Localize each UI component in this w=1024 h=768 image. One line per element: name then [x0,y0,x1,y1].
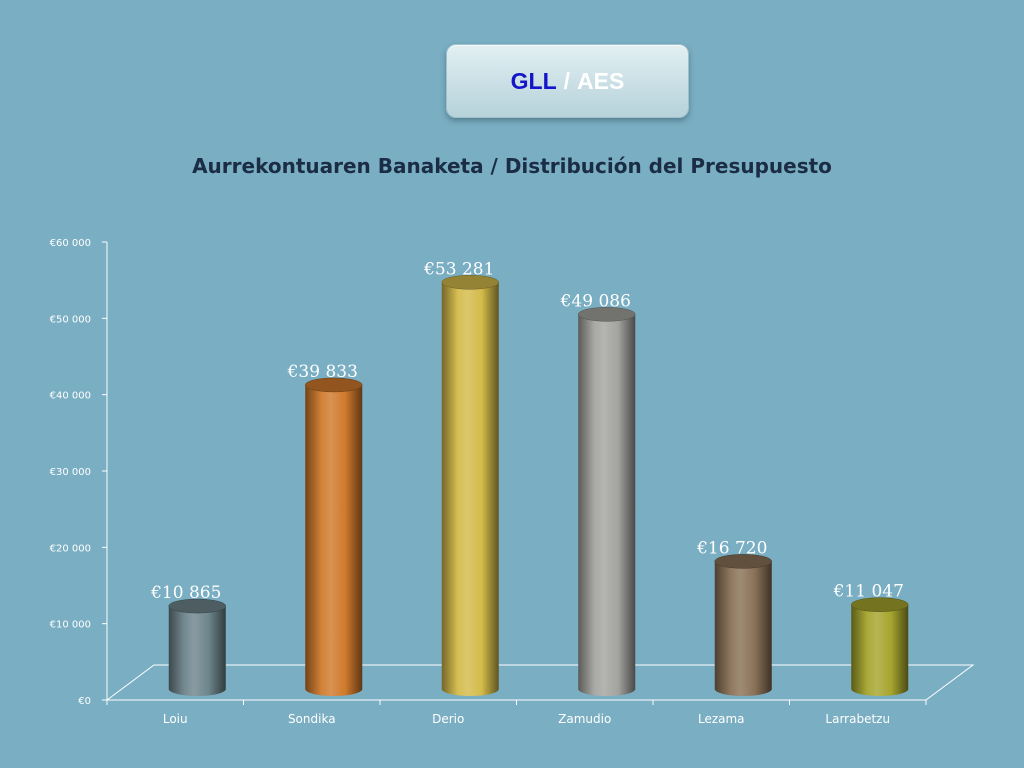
bar-body [305,384,363,696]
bar-loiu [168,598,226,696]
chart-floor [105,664,975,701]
bar-top [305,377,363,393]
bar-top [851,597,909,612]
badge-separator: / [563,67,571,94]
bar-body [168,606,226,696]
chart-axes: €0 €10 000 €20 000 €30 000 €40 000 €50 000 €60… [50,238,975,726]
bar-top [578,307,636,322]
data-label: €39 833 [287,362,358,382]
bar-top [441,275,499,290]
bar-derio [441,275,499,696]
chart-title: Aurrekontuaren Banaketa / Distribución d… [192,154,832,178]
x-tick-label: Lezama [698,712,745,726]
data-label: €10 865 [150,583,221,603]
data-label: €53 281 [423,259,494,279]
x-tick-label: Zamudio [558,712,611,726]
chart-bars [168,275,909,696]
bar-body [851,604,909,696]
data-label: €11 047 [833,582,904,602]
bar-top [168,598,226,614]
y-tick-label: €30 000 [50,467,91,478]
badge-gll-text: GLL [510,67,557,94]
bar-larrabetzu [851,597,909,696]
chart-data-labels: €10 865 €39 833 €53 281 €49 086 €16 720 €11 0… [150,259,904,603]
x-tick-label: Loiu [163,712,188,726]
bar-body [441,282,499,696]
y-tick-label: €20 000 [50,543,91,554]
data-label: €16 720 [696,538,767,558]
bar-top [714,554,772,569]
y-tick-label: €40 000 [50,391,91,402]
y-tick-label: €0 [78,696,91,707]
badge-aes-text: AES [577,67,625,94]
y-tick-label: €60 000 [50,238,91,249]
bar-lezama [714,554,772,696]
y-tick-label: €50 000 [50,314,91,325]
bar-sondika [305,377,363,696]
data-label: €49 086 [560,291,631,311]
x-tick-label: Derio [432,712,464,726]
gll-aes-badge: GLL / AES [446,44,689,118]
x-tick-label: Larrabetzu [825,712,890,726]
y-tick-label: €10 000 [50,620,91,631]
bar-body [714,561,772,696]
bar-zamudio [578,307,636,696]
bar-body [578,314,636,696]
x-tick-label: Sondika [288,712,336,726]
